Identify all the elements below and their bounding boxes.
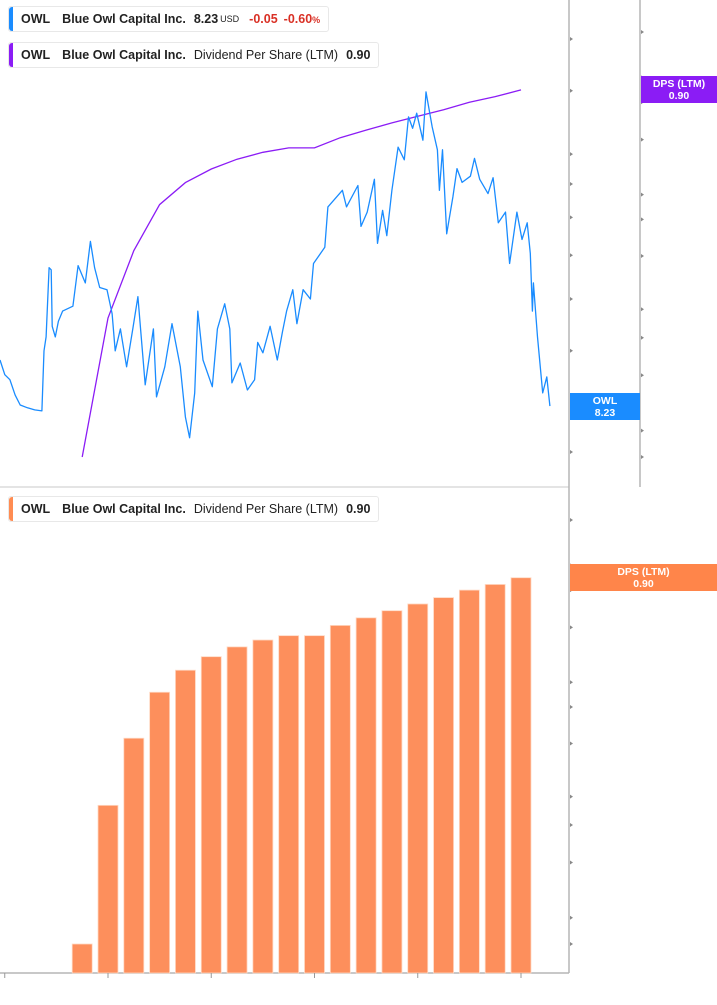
bottom-axis-tick-mark — [570, 860, 573, 865]
price-legend[interactable]: OWL Blue Owl Capital Inc. 8.23 USD -0.05… — [8, 6, 330, 32]
dps-axis-tick-mark — [641, 455, 644, 459]
legend-symbol: OWL — [21, 48, 51, 62]
dps-bottom-badge-label: DPS (LTM) — [617, 565, 670, 578]
dps-bar — [278, 635, 300, 974]
dps-bar — [200, 656, 222, 974]
dps-axis-tick-mark — [641, 30, 644, 34]
bottom-axis-tick-mark — [570, 680, 573, 685]
dps-bar — [97, 804, 119, 974]
dps-axis-tick-mark — [641, 192, 644, 197]
bottom-axis-tick-mark — [570, 915, 573, 920]
dps-bottom-legend[interactable]: OWL Blue Owl Capital Inc. Dividend Per S… — [8, 496, 380, 522]
dps-axis-tick-mark — [641, 307, 644, 312]
dps-bar — [407, 603, 429, 974]
legend-pct-sign: % — [312, 15, 321, 25]
dps-axis-tick-mark — [641, 428, 644, 433]
bottom-axis-tick-mark — [570, 518, 573, 522]
dps-top-legend-color — [9, 43, 13, 67]
dps-bar — [252, 639, 274, 974]
dps-bar — [175, 669, 196, 974]
dps-bar — [355, 617, 377, 974]
dps-axis-tick-mark — [641, 137, 644, 142]
legend-value: 0.90 — [346, 48, 371, 62]
dps-axis-tick-mark — [641, 335, 644, 340]
legend-change-pct: -0.60% — [284, 12, 321, 26]
bottom-axis-tick-mark — [570, 794, 573, 799]
price-badge-label: OWL — [592, 394, 618, 407]
legend-company: Blue Owl Capital Inc. — [62, 48, 186, 62]
dps-bar — [149, 691, 171, 974]
legend-company: Blue Owl Capital Inc. — [62, 12, 186, 26]
dps-bar — [226, 646, 248, 974]
legend-symbol: OWL — [21, 12, 51, 26]
legend-price: 8.23 — [193, 12, 219, 26]
bottom-axis-tick-mark — [570, 741, 573, 746]
dps-bar — [381, 610, 403, 974]
price-legend-color — [9, 7, 13, 31]
dps-axis-tick-mark — [641, 373, 644, 378]
legend-metric: Dividend Per Share (LTM) — [193, 502, 339, 516]
dps-bottom-legend-color — [9, 497, 13, 521]
legend-symbol: OWL — [21, 502, 51, 516]
dps-top-legend[interactable]: OWL Blue Owl Capital Inc. Dividend Per S… — [8, 42, 380, 68]
dps-bar — [433, 597, 454, 974]
bottom-axis-tick-mark — [570, 625, 573, 630]
legend-value: 0.90 — [346, 502, 371, 516]
dps-bar — [458, 589, 480, 974]
dps-top-badge: DPS (LTM) 0.90 — [641, 76, 717, 103]
dps-bar — [484, 584, 506, 974]
price-axis-tick-mark — [570, 348, 573, 353]
dps-bar — [304, 635, 325, 974]
price-axis-tick-mark — [570, 88, 573, 93]
price-axis-tick-mark — [570, 152, 573, 157]
price-badge: OWL 8.23 — [570, 393, 640, 420]
price-axis-tick-mark — [570, 297, 573, 302]
dps-bar — [71, 943, 93, 974]
price-badge-value: 8.23 — [594, 406, 616, 419]
legend-metric: Dividend Per Share (LTM) — [193, 48, 339, 62]
price-axis-tick-mark — [570, 37, 573, 41]
price-axis-tick-mark — [570, 181, 573, 186]
bottom-axis-tick-mark — [570, 822, 573, 827]
legend-unit: USD — [220, 14, 240, 24]
price-axis-tick-mark — [570, 215, 573, 220]
dps-axis-tick-mark — [641, 253, 644, 258]
dps-bar — [123, 737, 145, 974]
price-axis-tick-mark — [570, 450, 573, 454]
legend-company: Blue Owl Capital Inc. — [62, 502, 186, 516]
dps-top-badge-label: DPS (LTM) — [652, 77, 706, 90]
legend-change-pct-value: -0.60 — [283, 12, 313, 26]
dps-line — [81, 89, 522, 458]
bottom-axis-tick-mark — [570, 704, 573, 709]
dps-bar — [329, 625, 351, 974]
price-line — [0, 91, 551, 439]
legend-change: -0.05 — [249, 12, 278, 26]
dps-axis-tick-mark — [641, 217, 644, 222]
bottom-axis-tick-mark — [570, 942, 573, 946]
dps-top-badge-value: 0.90 — [668, 89, 690, 102]
dps-bottom-badge-value: 0.90 — [633, 577, 654, 590]
price-axis-tick-mark — [570, 253, 573, 258]
dps-bottom-badge: DPS (LTM) 0.90 — [570, 564, 717, 591]
dps-bar — [510, 577, 532, 974]
